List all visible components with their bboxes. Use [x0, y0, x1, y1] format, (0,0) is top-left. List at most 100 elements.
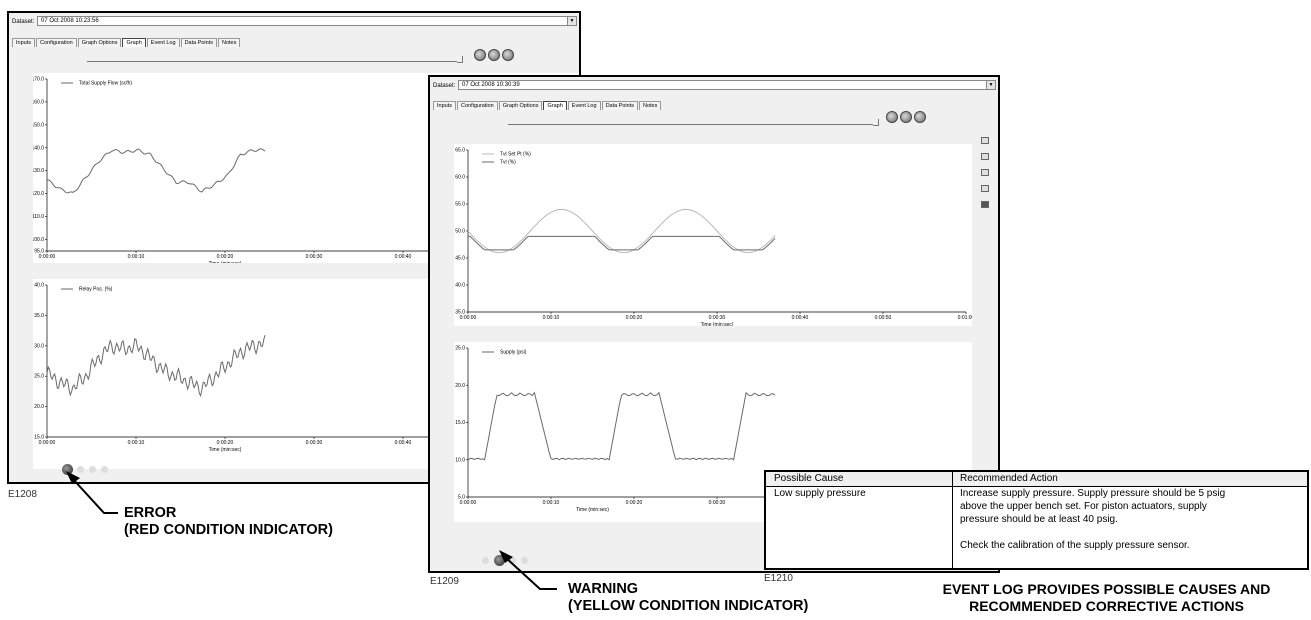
dataset-value: 07 Oct 2008 10:23:56 [41, 18, 99, 24]
condition-indicator-off [89, 466, 96, 473]
warning-callout: WARNING (YELLOW CONDITION INDICATOR) [568, 581, 808, 615]
tab-graph[interactable]: Graph [122, 38, 146, 47]
tab-data-points[interactable]: Data Points [601, 101, 638, 110]
y-tick-label: 35.0 [455, 310, 465, 316]
event-log-header [766, 472, 1307, 487]
legend-entry: Supply (psi) [500, 350, 527, 356]
y-tick-label: 120.0 [33, 191, 44, 197]
x-axis-label: Time (min:sec) [701, 322, 734, 326]
y-tick-label: 15.0 [34, 435, 44, 441]
x-tick-label: 0:00:00 [460, 500, 477, 506]
x-axis-label: Time (min:sec) [209, 261, 242, 263]
error-callout-line2: (RED CONDITION INDICATOR) [124, 522, 333, 538]
x-tick-label: 0:00:20 [217, 254, 234, 260]
y-tick-label: 170.0 [33, 77, 44, 83]
y-tick-label: 35.0 [34, 313, 44, 319]
zoom-icon[interactable] [981, 169, 989, 176]
tab-event-log[interactable]: Event Log [567, 101, 601, 110]
warning-callout-line1: WARNING [568, 581, 639, 597]
tab-inputs[interactable]: Inputs [12, 38, 35, 47]
x-tick-label: 0:00:10 [128, 254, 145, 260]
legend-entry: Tvl Set Pt (%) [500, 152, 531, 158]
print-icon[interactable] [981, 201, 989, 208]
play-icon[interactable] [886, 111, 898, 123]
tab-configuration[interactable]: Configuration [35, 38, 77, 47]
tab-notes[interactable]: Notes [639, 101, 662, 110]
header-recommended-action: Recommended Action [960, 473, 1058, 484]
tab-bar: Inputs Configuration Graph Options Graph Eve… [12, 38, 241, 47]
yellow-condition-indicator[interactable] [494, 555, 505, 566]
x-tick-label: 0:00:10 [543, 315, 560, 321]
x-tick-label: 0:00:20 [626, 500, 643, 506]
y-tick-label: 40.0 [455, 283, 465, 289]
figure-code-e1209: E1209 [430, 576, 459, 587]
pause-icon[interactable] [900, 111, 912, 123]
condition-indicator-off [101, 466, 108, 473]
dataset-select[interactable]: 07 Oct 2008 10:23:56 ▼ [37, 16, 577, 26]
tab-data-points[interactable]: Data Points [180, 38, 217, 47]
action-line-3: pressure should be at least 40 psig. [960, 514, 1118, 525]
play-icon[interactable] [474, 49, 486, 61]
x-axis-label: Time (min:sec) [576, 507, 609, 513]
x-tick-label: 0:00:30 [709, 500, 726, 506]
legend-entry: Tvl (%) [500, 160, 516, 166]
supply-flow-trace [47, 148, 266, 194]
chevron-down-icon[interactable]: ▼ [567, 17, 576, 25]
reset-zoom-icon[interactable] [981, 185, 989, 192]
travel-trace [468, 235, 776, 251]
y-tick-label: 55.0 [455, 202, 465, 208]
error-callout: ERROR (RED CONDITION INDICATOR) [124, 505, 333, 539]
y-tick-label: 5.0 [458, 495, 465, 501]
x-tick-label: 0:00:20 [217, 440, 234, 446]
chevron-down-icon[interactable]: ▼ [986, 81, 995, 89]
tab-graph-options[interactable]: Graph Options [77, 38, 122, 47]
time-slider[interactable] [508, 124, 873, 125]
y-tick-label: 15.0 [455, 420, 465, 426]
grid-toggle-icon[interactable] [981, 153, 989, 160]
y-tick-label: 10.0 [455, 457, 465, 463]
y-tick-label: 60.0 [455, 175, 465, 181]
figure-code-e1208: E1208 [8, 489, 37, 500]
y-tick-label: 25.0 [34, 374, 44, 380]
tab-graph[interactable]: Graph [543, 101, 567, 110]
legend-entry: Relay Pos. (%) [79, 287, 113, 293]
red-condition-indicator[interactable] [62, 464, 73, 475]
x-tick-label: 0:00:10 [128, 440, 145, 446]
condition-indicator-off [509, 557, 516, 564]
warning-callout-line2: (YELLOW CONDITION INDICATOR) [568, 598, 809, 614]
cause-value: Low supply pressure [774, 488, 866, 499]
tab-bar: Inputs Configuration Graph Options Graph Eve… [433, 101, 662, 110]
action-line-2: above the upper bench set. For piston ac… [960, 501, 1207, 512]
y-tick-label: 50.0 [455, 229, 465, 235]
legend-toggle-icon[interactable] [981, 137, 989, 144]
x-tick-label: 0:00:40 [792, 315, 809, 321]
x-tick-label: 0:00:00 [39, 254, 56, 260]
stop-icon[interactable] [914, 111, 926, 123]
action-line-1: Increase supply pressure. Supply pressur… [960, 488, 1226, 499]
tab-graph-options[interactable]: Graph Options [498, 101, 543, 110]
x-tick-label: 0:00:30 [709, 315, 726, 321]
y-tick-label: 130.0 [33, 168, 44, 174]
y-tick-label: 20.0 [34, 404, 44, 410]
condition-indicator-off [482, 557, 489, 564]
tab-inputs[interactable]: Inputs [433, 101, 456, 110]
y-tick-label: 140.0 [33, 145, 44, 151]
pause-icon[interactable] [488, 49, 500, 61]
event-log-callout: EVENT LOG PROVIDES POSSIBLE CAUSES AND R… [904, 581, 1309, 615]
time-slider[interactable] [87, 61, 457, 62]
x-tick-label: 0:01:00 [958, 315, 972, 321]
dataset-value: 07 Oct 2008 10:30:39 [462, 82, 520, 88]
x-tick-label: 0:00:00 [460, 315, 477, 321]
dataset-select[interactable]: 07 Oct 2008 10:30:39 ▼ [458, 80, 996, 90]
tab-configuration[interactable]: Configuration [456, 101, 498, 110]
tab-notes[interactable]: Notes [218, 38, 241, 47]
tab-event-log[interactable]: Event Log [146, 38, 180, 47]
column-divider [952, 472, 953, 568]
x-tick-label: 0:00:30 [306, 440, 323, 446]
stop-icon[interactable] [502, 49, 514, 61]
x-tick-label: 0:00:50 [875, 315, 892, 321]
figure-code-e1210: E1210 [764, 573, 793, 584]
relay-pos-chart-svg: 15.0 20.0 25.0 30.0 35.0 40.0 0:00:00 0:00:10 0:… [25, 283, 573, 453]
supply-pressure-trace [467, 391, 776, 461]
slider-end [457, 56, 463, 63]
